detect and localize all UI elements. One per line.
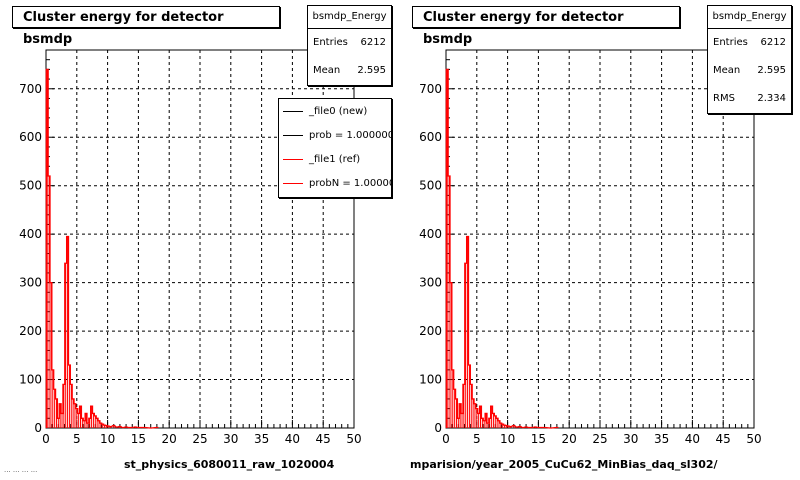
- stats-value: 6212: [360, 37, 386, 48]
- x-tick-label: 0: [42, 432, 50, 446]
- y-tick-label: 100: [419, 373, 442, 387]
- legend-line-black: [283, 110, 303, 112]
- stats-value: 2.334: [757, 93, 786, 104]
- y-tick-label: 500: [19, 179, 42, 193]
- y-tick-label: 500: [419, 179, 442, 193]
- x-tick-label: 5: [473, 432, 481, 446]
- stats-label: Entries: [713, 37, 748, 48]
- x-axis-title-right: mparision/year_2005_CuCu62_MinBias_daq_s…: [410, 458, 718, 471]
- x-tick-label: 45: [316, 432, 331, 446]
- y-tick-label: 700: [19, 82, 42, 96]
- legend-entry: _file0 (new): [279, 99, 391, 123]
- legend-label: _file0 (new): [309, 105, 368, 117]
- y-tick-label: 300: [419, 276, 442, 290]
- x-tick-label: 10: [500, 432, 515, 446]
- legend-label: prob = 1.000000: [309, 129, 392, 141]
- histogram-left: 0 5 10 15 20 25 30 35 40 45 5001002003004005006007…: [19, 49, 362, 446]
- y-tick-label: 400: [19, 227, 42, 241]
- y-tick-label: 300: [19, 276, 42, 290]
- x-tick-label: 5: [73, 432, 81, 446]
- stats-row: Mean 2.595: [308, 57, 391, 85]
- legend-entry: prob = 1.000000: [279, 123, 391, 147]
- x-tick-label: 25: [592, 432, 607, 446]
- stats-name: bsmdp_Energy: [708, 6, 791, 29]
- chart-title-right: Cluster energy for detector bsmdp: [412, 6, 680, 47]
- y-tick-label: 100: [19, 373, 42, 387]
- stats-label: Mean: [313, 65, 341, 76]
- stats-box-right: bsmdp_Energy Entries 6212 Mean 2.595 RMS…: [707, 5, 792, 114]
- legend-label: probN = 1.000000: [309, 177, 391, 189]
- legend-entry: probN = 1.000000: [279, 171, 391, 195]
- stats-box-left: bsmdp_Energy Entries 6212 Mean 2.595: [307, 5, 392, 86]
- stats-label: Entries: [313, 37, 348, 48]
- histogram-right: 0 5 10 15 20 25 30 35 40 45 5001002003004005006007…: [419, 49, 762, 446]
- y-tick-label: 200: [19, 324, 42, 338]
- x-tick-label: 50: [346, 432, 361, 446]
- legend-line-red: [283, 182, 303, 184]
- x-tick-label: 15: [531, 432, 546, 446]
- y-tick-label: 0: [34, 421, 42, 435]
- y-tick-label: 200: [419, 324, 442, 338]
- y-tick-label: 600: [419, 130, 442, 144]
- x-tick-label: 40: [285, 432, 300, 446]
- stats-label: RMS: [713, 93, 735, 104]
- legend-box: _file0 (new) prob = 1.000000 _file1 (ref…: [278, 98, 392, 198]
- stats-label: Mean: [713, 65, 741, 76]
- x-tick-label: 15: [131, 432, 146, 446]
- stats-row: RMS 2.334: [708, 85, 791, 113]
- x-tick-label: 50: [746, 432, 761, 446]
- stats-value: 2.595: [357, 65, 386, 76]
- x-tick-label: 30: [623, 432, 638, 446]
- stats-value: 2.595: [757, 65, 786, 76]
- x-tick-label: 25: [192, 432, 207, 446]
- x-tick-label: 20: [162, 432, 177, 446]
- stats-row: Mean 2.595: [708, 57, 791, 85]
- x-tick-label: 35: [254, 432, 269, 446]
- x-tick-label: 0: [442, 432, 450, 446]
- legend-line-red: [283, 158, 303, 160]
- y-tick-label: 400: [419, 227, 442, 241]
- legend-line-black: [283, 134, 303, 136]
- footer-note: ... ... ... ...: [4, 466, 38, 474]
- legend-label: _file1 (ref): [309, 153, 361, 165]
- stats-name: bsmdp_Energy: [308, 6, 391, 29]
- histogram-series: [445, 68, 559, 429]
- stats-row: Entries 6212: [708, 29, 791, 57]
- stats-row: Entries 6212: [308, 29, 391, 57]
- x-tick-label: 35: [654, 432, 669, 446]
- x-tick-label: 30: [223, 432, 238, 446]
- histogram-series: [45, 68, 159, 429]
- x-axis-title-left: st_physics_6080011_raw_1020004: [124, 458, 335, 471]
- chart-title-left: Cluster energy for detector bsmdp: [12, 6, 280, 47]
- x-tick-label: 40: [685, 432, 700, 446]
- x-tick-label: 10: [100, 432, 115, 446]
- stats-value: 6212: [760, 37, 786, 48]
- y-tick-label: 0: [434, 421, 442, 435]
- x-tick-label: 45: [716, 432, 731, 446]
- y-tick-label: 700: [419, 82, 442, 96]
- y-tick-label: 600: [19, 130, 42, 144]
- legend-entry: _file1 (ref): [279, 147, 391, 171]
- x-tick-label: 20: [562, 432, 577, 446]
